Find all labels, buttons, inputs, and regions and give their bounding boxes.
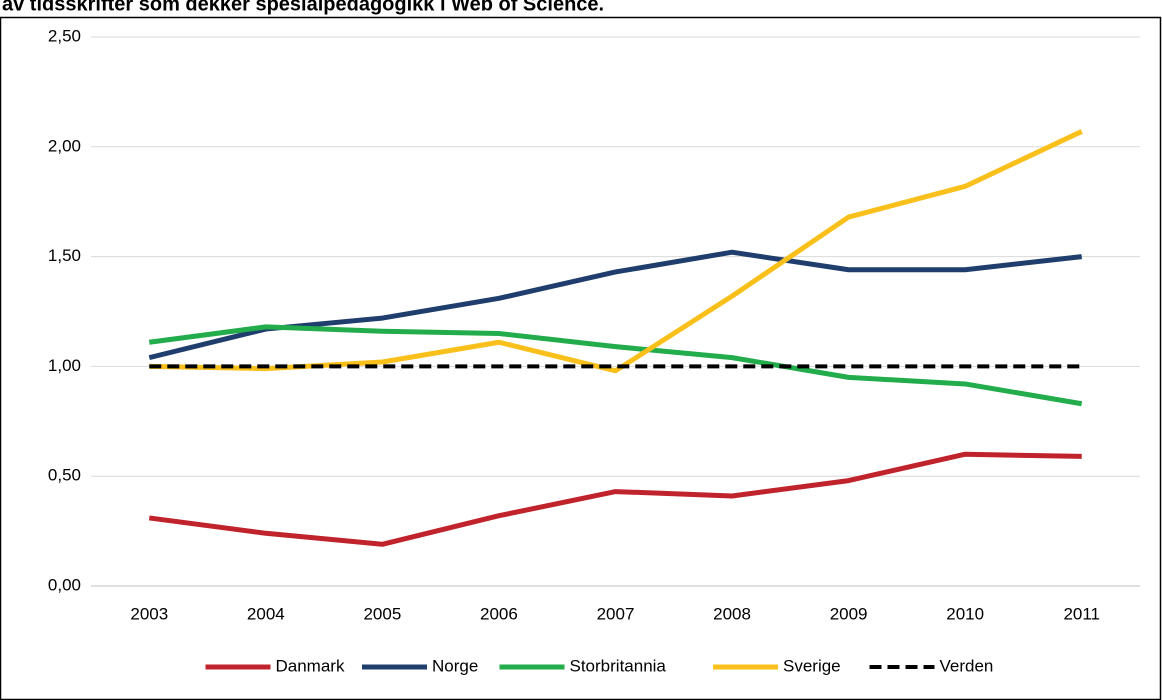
legend-label: Storbritannia [570,656,667,675]
y-tick-label: 2,00 [48,136,81,155]
x-tick-label: 2007 [597,604,635,623]
legend-label: Sverige [783,656,841,675]
chart-frame [0,16,1162,700]
x-tick-label: 2005 [363,604,401,623]
x-tick-label: 2006 [480,604,518,623]
legend-label: Verden [940,656,994,675]
x-tick-label: 2003 [130,604,168,623]
series-line [148,451,1082,547]
y-tick-label: 1,00 [48,356,81,375]
x-tick-label: 2008 [713,604,751,623]
series-line [148,324,1083,407]
series-line [148,249,1083,361]
y-tick-label: 1,50 [48,246,81,265]
legend-label: Norge [432,656,478,675]
x-tick-label: 2010 [946,604,984,623]
chart-title: av tidsskrifter som dekker spesialpedago… [2,0,604,15]
x-tick-label: 2004 [247,604,285,623]
x-tick-label: 2011 [1063,604,1100,623]
y-tick-label: 0,50 [48,466,81,485]
x-tick-label: 2009 [830,604,868,623]
y-tick-label: 2,50 [48,26,81,45]
legend-label: Danmark [276,656,345,675]
y-tick-label: 0,00 [48,575,81,594]
